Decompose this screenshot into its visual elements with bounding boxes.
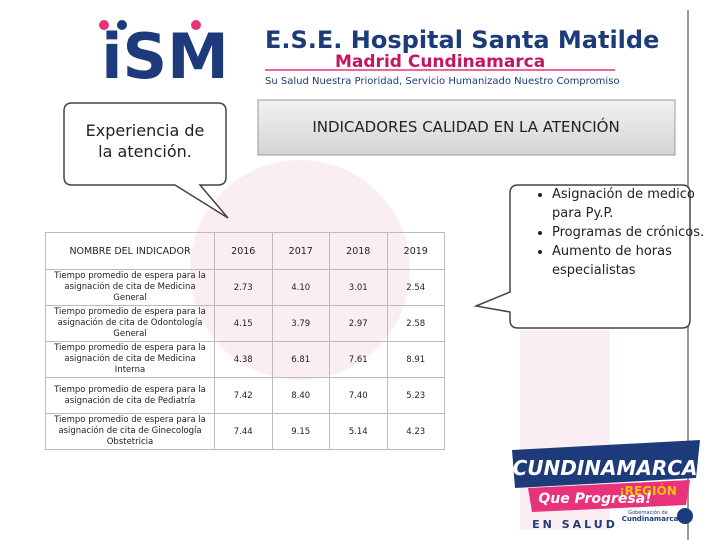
value-cell: 2.54 — [386, 269, 445, 306]
footer-region: ¡REGIÓN — [619, 483, 676, 498]
footer-name: CUNDINAMARCA — [513, 456, 698, 480]
value-cell: 4.10 — [271, 269, 330, 306]
slogan: Su Salud Nuestra Prioridad, Servicio Hum… — [265, 76, 620, 87]
value-cell: 7.42 — [214, 377, 273, 414]
footer-gov: Gobernación de — [628, 509, 668, 516]
footer-sector: EN SALUD — [532, 518, 618, 531]
logo-dot — [117, 20, 127, 30]
badge — [512, 440, 700, 488]
value-cell: 7.61 — [329, 341, 388, 378]
header-cell: 2019 — [386, 232, 445, 270]
bullet-bubble — [473, 184, 691, 329]
header-cell: 2017 — [271, 232, 330, 270]
indicator-name: Tiempo promedio de espera para la asigna… — [45, 341, 215, 378]
table-row: Tiempo promedio de espera para la asigna… — [45, 305, 445, 342]
indicator-name: Tiempo promedio de espera para la asigna… — [45, 377, 215, 414]
indicator-table: NOMBRE DEL INDICADOR 2016 2017 2018 2019 Tiem… — [45, 232, 445, 450]
value-cell: 4.23 — [386, 413, 445, 450]
header-cell: NOMBRE DEL INDICADOR — [45, 232, 215, 270]
seal — [677, 508, 693, 524]
value-cell: 4.15 — [214, 305, 273, 342]
value-cell: 3.01 — [329, 269, 388, 306]
bullet-list: Asignación de medico para Py.P.Programas… — [520, 185, 712, 280]
value-cell: 7.40 — [329, 377, 388, 414]
bullet: Asignación de medico para Py.P. — [552, 185, 712, 223]
footer-tagline: Que Progresa! — [538, 491, 651, 507]
indicator-name: Tiempo promedio de espera para la asigna… — [45, 305, 215, 342]
indicator-name: Tiempo promedio de espera para la asigna… — [45, 269, 215, 306]
callout-text: Experiencia de la atención. — [85, 121, 205, 161]
header-row: NOMBRE DEL INDICADOR 2016 2017 2018 2019 — [45, 232, 445, 270]
value-cell: 6.81 — [271, 341, 330, 378]
subtitle: Madrid Cundinamarca — [335, 52, 545, 72]
value-cell: 4.38 — [214, 341, 273, 378]
banner-box — [257, 99, 676, 156]
title: E.S.E. Hospital Santa Matilde — [265, 26, 659, 54]
logo: iSM — [101, 20, 229, 93]
value-cell: 5.14 — [329, 413, 388, 450]
table-row: Tiempo promedio de espera para la asigna… — [45, 413, 445, 450]
value-cell: 8.40 — [271, 377, 330, 414]
value-cell: 2.73 — [214, 269, 273, 306]
table-row: Tiempo promedio de espera para la asigna… — [45, 269, 445, 306]
value-cell: 7.44 — [214, 413, 273, 450]
bullet: Aumento de horas especialistas — [552, 242, 712, 280]
value-cell: 2.97 — [329, 305, 388, 342]
footer-gov: Cundinamarca — [622, 515, 679, 523]
header-cell: 2016 — [214, 232, 273, 270]
value-cell: 9.15 — [271, 413, 330, 450]
callout-bubble — [63, 102, 229, 219]
value-cell: 3.79 — [271, 305, 330, 342]
table-row: Tiempo promedio de espera para la asigna… — [45, 377, 445, 414]
bullet: Programas de crónicos. — [552, 223, 712, 242]
logo-dot — [191, 20, 201, 30]
value-cell: 8.91 — [386, 341, 445, 378]
indicator-name: Tiempo promedio de espera para la asigna… — [45, 413, 215, 450]
logo-dot — [99, 20, 109, 30]
banner: INDICADORES CALIDAD EN LA ATENCIÓN — [312, 117, 619, 136]
table-row: Tiempo promedio de espera para la asigna… — [45, 341, 445, 378]
badge — [528, 480, 690, 512]
value-cell: 5.23 — [386, 377, 445, 414]
value-cell: 2.58 — [386, 305, 445, 342]
header-cell: 2018 — [329, 232, 388, 270]
